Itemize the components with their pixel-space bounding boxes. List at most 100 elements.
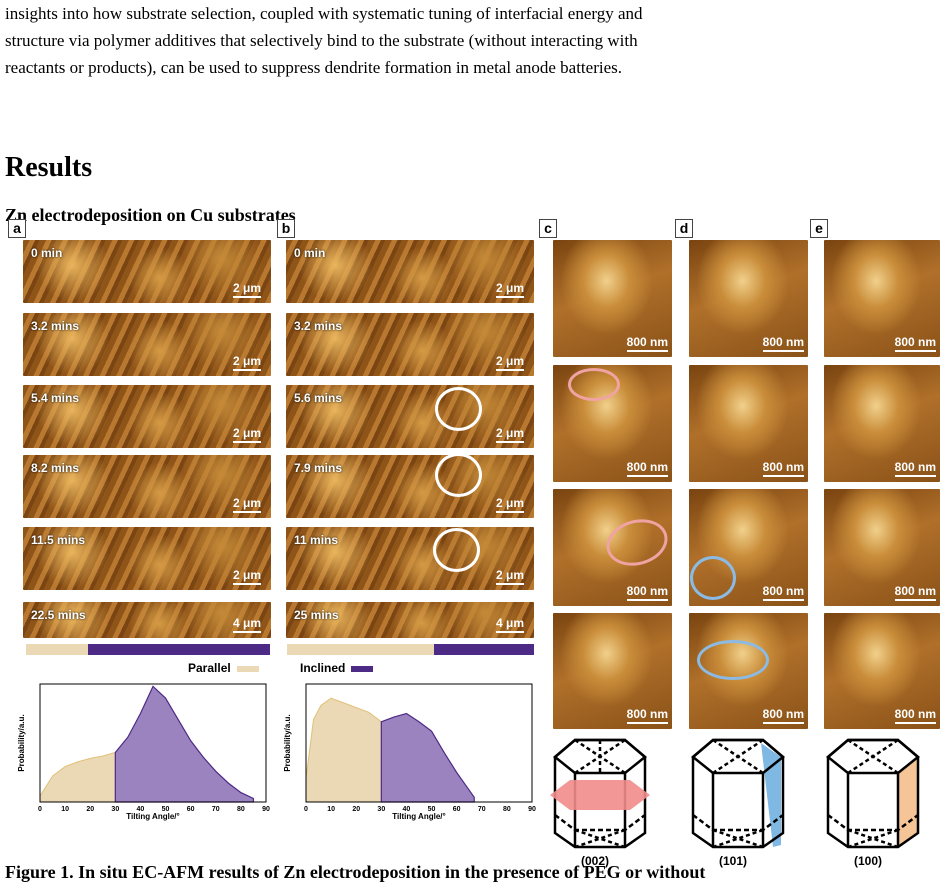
scale-bar-line (495, 441, 524, 443)
highlight-circle (435, 387, 482, 431)
afm-image-square: 800 nm (824, 240, 940, 357)
scale-bar-label: 2 μm (232, 354, 261, 368)
scale-bar: 2 μm (495, 568, 524, 585)
time-label: 11 mins (294, 533, 339, 547)
time-label: 11.5 mins (31, 533, 86, 547)
scale-bar-label: 800 nm (626, 584, 668, 598)
afm-image-b: 7.9 mins 2 μm (286, 455, 534, 518)
scale-bar-label: 2 μm (495, 281, 524, 295)
afm-image-square: 800 nm (689, 365, 808, 482)
x-tick-label: 70 (212, 806, 220, 813)
subsection-heading: Zn electrodeposition on Cu substrates (5, 205, 296, 225)
x-tick-label: 20 (352, 806, 360, 813)
scale-bar: 800 nm (894, 335, 936, 352)
scale-bar: 800 nm (626, 335, 668, 352)
x-tick-label: 40 (403, 806, 411, 813)
time-label: 5.6 mins (294, 391, 343, 405)
x-tick-label: 90 (262, 806, 270, 813)
body-paragraph: insights into how substrate selection, c… (5, 0, 941, 81)
scale-bar-line (762, 722, 804, 724)
parallel-area (305, 697, 382, 803)
miller-index-100: (100) (854, 854, 883, 868)
scale-bar-label: 2 μm (495, 354, 524, 368)
scale-bar-line (626, 599, 668, 601)
scale-bar-label: 800 nm (762, 584, 804, 598)
scale-bar-label: 800 nm (894, 584, 936, 598)
panel-label-d: d (675, 219, 693, 238)
inclined-area (380, 712, 475, 803)
scale-bar: 2 μm (495, 354, 524, 371)
scale-bar-label: 2 μm (232, 426, 261, 440)
scale-bar-line (232, 583, 261, 585)
crystal-100-diagram (826, 738, 920, 849)
scale-bar-line (232, 511, 261, 513)
x-tick-label: 60 (453, 806, 461, 813)
scale-bar: 2 μm (232, 568, 261, 585)
x-tick-label: 90 (528, 806, 536, 813)
scale-bar-label: 800 nm (894, 335, 936, 349)
time-label: 0 min (31, 246, 63, 260)
parallel-bar (287, 644, 434, 655)
afm-image-b: 0 min 2 μm (286, 240, 534, 303)
afm-image-square: 800 nm (689, 489, 808, 606)
scale-bar-label: 2 μm (232, 568, 261, 582)
parallel-area (39, 751, 116, 803)
x-tick-label: 0 (304, 806, 308, 813)
plot-frame (305, 683, 533, 803)
afm-image-square: 800 nm (689, 240, 808, 357)
scale-bar-label: 4 μm (232, 616, 261, 630)
scale-bar-line (495, 583, 524, 585)
x-axis-label: Tilting Angle/° (126, 812, 179, 821)
scale-bar-line (894, 599, 936, 601)
scale-bar-label: 800 nm (762, 707, 804, 721)
scale-bar: 2 μm (232, 281, 261, 298)
scale-bar-line (894, 350, 936, 352)
panel-label-c: c (539, 219, 557, 238)
scale-bar-label: 800 nm (626, 460, 668, 474)
inclined-bar (434, 644, 534, 655)
scale-bar-line (894, 722, 936, 724)
highlight-ellipse (697, 640, 769, 680)
scale-bar-label: 2 μm (232, 281, 261, 295)
paragraph-line: insights into how substrate selection, c… (5, 4, 643, 23)
scale-bar-line (495, 511, 524, 513)
scale-bar-line (232, 369, 261, 371)
scale-bar-label: 800 nm (762, 460, 804, 474)
scale-bar-label: 800 nm (894, 707, 936, 721)
time-label: 5.4 mins (31, 391, 80, 405)
plot-frame (39, 683, 267, 803)
x-tick-label: 10 (61, 806, 69, 813)
x-tick-label: 80 (503, 806, 511, 813)
scale-bar: 2 μm (232, 354, 261, 371)
y-axis-label: Probability/a.u. (283, 714, 292, 771)
scale-bar-line (626, 722, 668, 724)
legend-inclined: Inclined (300, 661, 374, 675)
legend-parallel-label: Parallel (188, 661, 231, 675)
scale-bar-label: 800 nm (626, 335, 668, 349)
scale-bar-line (626, 475, 668, 477)
scale-bar-label: 800 nm (626, 707, 668, 721)
x-tick-label: 20 (86, 806, 94, 813)
scale-bar: 2 μm (232, 426, 261, 443)
afm-image-square: 800 nm (824, 613, 940, 729)
scale-bar: 800 nm (894, 707, 936, 724)
x-tick-label: 10 (327, 806, 335, 813)
scale-bar-label: 2 μm (495, 426, 524, 440)
scale-bar-line (495, 296, 524, 298)
highlight-circle (433, 528, 480, 572)
scale-bar-label: 800 nm (762, 335, 804, 349)
scale-bar-line (762, 599, 804, 601)
scale-bar: 2 μm (495, 281, 524, 298)
afm-image-a: 8.2 mins 2 μm (23, 455, 271, 518)
x-tick-label: 30 (377, 806, 385, 813)
crystal-002-diagram (550, 738, 650, 849)
x-tick-label: 60 (187, 806, 195, 813)
histogram-chart-a: 0 10 20 30 40 50 60 70 80 90 Tilting Angle/° Probab… (17, 683, 270, 821)
scale-bar: 800 nm (626, 707, 668, 724)
miller-index-002: (002) (581, 854, 610, 868)
time-label: 25 mins (294, 608, 339, 622)
x-tick-label: 0 (38, 806, 42, 813)
panel-label-e: e (810, 219, 828, 238)
scale-bar-label: 800 nm (894, 460, 936, 474)
x-tick-label: 40 (137, 806, 145, 813)
